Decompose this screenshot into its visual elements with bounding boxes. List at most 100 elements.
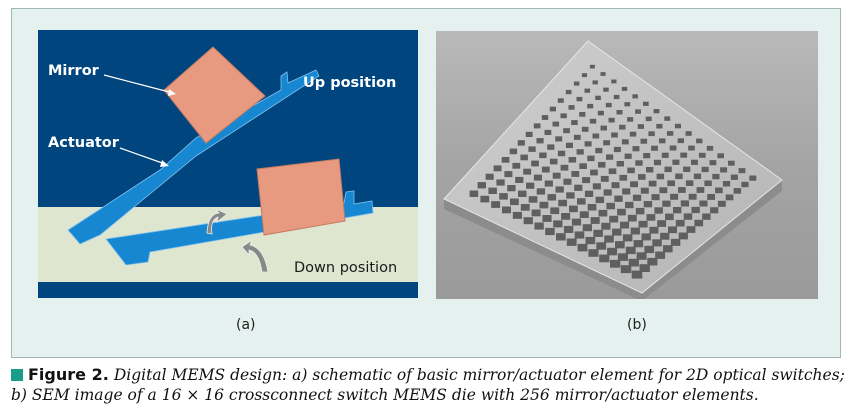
actuator-label: Actuator: [48, 135, 120, 151]
micro-mirror: [589, 64, 595, 69]
micro-mirror: [651, 194, 660, 201]
mirror-pointer-head: [168, 89, 176, 96]
micro-mirror: [577, 243, 588, 252]
micro-mirror: [589, 118, 597, 124]
micro-mirror: [556, 233, 566, 241]
micro-mirror: [667, 131, 674, 136]
micro-mirror: [576, 149, 584, 155]
micro-mirror: [656, 123, 663, 129]
micro-mirror: [574, 231, 585, 239]
micro-mirror: [667, 180, 675, 187]
micro-mirror: [558, 199, 567, 207]
micro-mirror: [563, 225, 574, 233]
micro-mirror: [710, 207, 719, 214]
micro-mirror: [670, 238, 681, 246]
micro-mirror: [725, 194, 734, 201]
micro-mirror: [560, 113, 567, 119]
micro-mirror: [601, 222, 611, 230]
micro-mirror: [585, 236, 596, 245]
caption-text: Digital MEMS design: a) schematic of bas…: [11, 366, 845, 404]
micro-mirror: [720, 167, 728, 173]
down-position-label: Down position: [294, 260, 397, 276]
mirror-up: [163, 46, 266, 144]
micro-mirror: [599, 254, 610, 263]
micro-mirror: [509, 148, 518, 155]
micro-mirror: [603, 87, 609, 92]
micro-mirror: [685, 180, 694, 186]
micro-mirror: [654, 207, 663, 214]
micro-mirror: [627, 214, 637, 222]
micro-mirror: [648, 131, 655, 137]
micro-mirror: [678, 187, 686, 193]
micro-mirror: [510, 198, 519, 206]
micro-mirror: [613, 94, 620, 100]
micro-mirror: [541, 166, 550, 173]
micro-mirror: [632, 94, 638, 99]
micro-mirror: [611, 79, 617, 84]
micro-mirror: [469, 190, 479, 197]
micro-mirror: [568, 157, 577, 163]
micro-mirror: [617, 208, 626, 216]
micro-mirror: [694, 219, 704, 227]
micro-mirror: [636, 252, 647, 260]
micro-mirror: [595, 196, 605, 204]
micro-mirror: [608, 117, 615, 123]
micro-mirror: [621, 139, 629, 145]
micro-mirror: [649, 226, 659, 234]
micro-mirror: [696, 187, 705, 193]
micro-mirror: [611, 132, 618, 138]
micro-mirror: [660, 232, 670, 240]
micro-mirror: [701, 166, 709, 173]
caption-marker: [11, 369, 23, 381]
micro-mirror: [627, 117, 634, 122]
micro-mirror: [600, 125, 607, 131]
micro-mirror: [717, 200, 726, 207]
micro-mirror: [518, 190, 527, 197]
sem-image: [436, 31, 818, 299]
micro-mirror: [663, 245, 673, 253]
micro-mirror: [675, 219, 685, 227]
mirror-grid: [469, 64, 757, 279]
micro-mirror: [552, 121, 560, 127]
micro-mirror: [627, 167, 635, 174]
micro-mirror: [605, 102, 612, 108]
micro-mirror: [550, 207, 560, 215]
mirror-down: [256, 158, 346, 236]
micro-mirror: [480, 195, 490, 203]
micro-mirror: [587, 103, 594, 109]
micro-mirror: [619, 174, 628, 181]
micro-mirror: [552, 172, 561, 179]
micro-mirror: [638, 174, 646, 180]
micro-mirror: [722, 181, 731, 187]
micro-mirror: [563, 178, 572, 185]
micro-mirror: [641, 233, 651, 241]
micro-mirror: [702, 213, 711, 220]
micro-mirror: [643, 153, 651, 159]
micro-mirror: [491, 201, 501, 208]
micro-mirror: [597, 110, 604, 116]
micro-mirror: [512, 211, 522, 219]
micro-mirror: [528, 196, 538, 203]
micro-mirror: [706, 145, 714, 151]
micro-mirror: [566, 192, 575, 199]
micro-mirror: [595, 147, 603, 154]
micro-mirror: [542, 215, 552, 222]
micro-mirror: [485, 173, 494, 180]
micro-mirror: [582, 177, 591, 184]
actuator-pointer: [119, 147, 166, 165]
micro-mirror: [576, 96, 583, 102]
micro-mirror: [638, 220, 648, 228]
micro-mirror: [596, 242, 607, 250]
micro-mirror: [581, 73, 588, 78]
micro-mirror: [598, 162, 606, 168]
micro-mirror: [541, 115, 549, 120]
micro-mirror: [606, 154, 614, 160]
micro-mirror: [545, 227, 555, 236]
micro-mirror: [629, 131, 637, 137]
micro-mirror: [628, 258, 639, 267]
micro-mirror: [620, 265, 632, 274]
micro-mirror: [549, 106, 556, 112]
micro-mirror: [573, 134, 581, 140]
subfigure-label-b: (b): [627, 317, 647, 333]
micro-mirror: [712, 173, 720, 180]
